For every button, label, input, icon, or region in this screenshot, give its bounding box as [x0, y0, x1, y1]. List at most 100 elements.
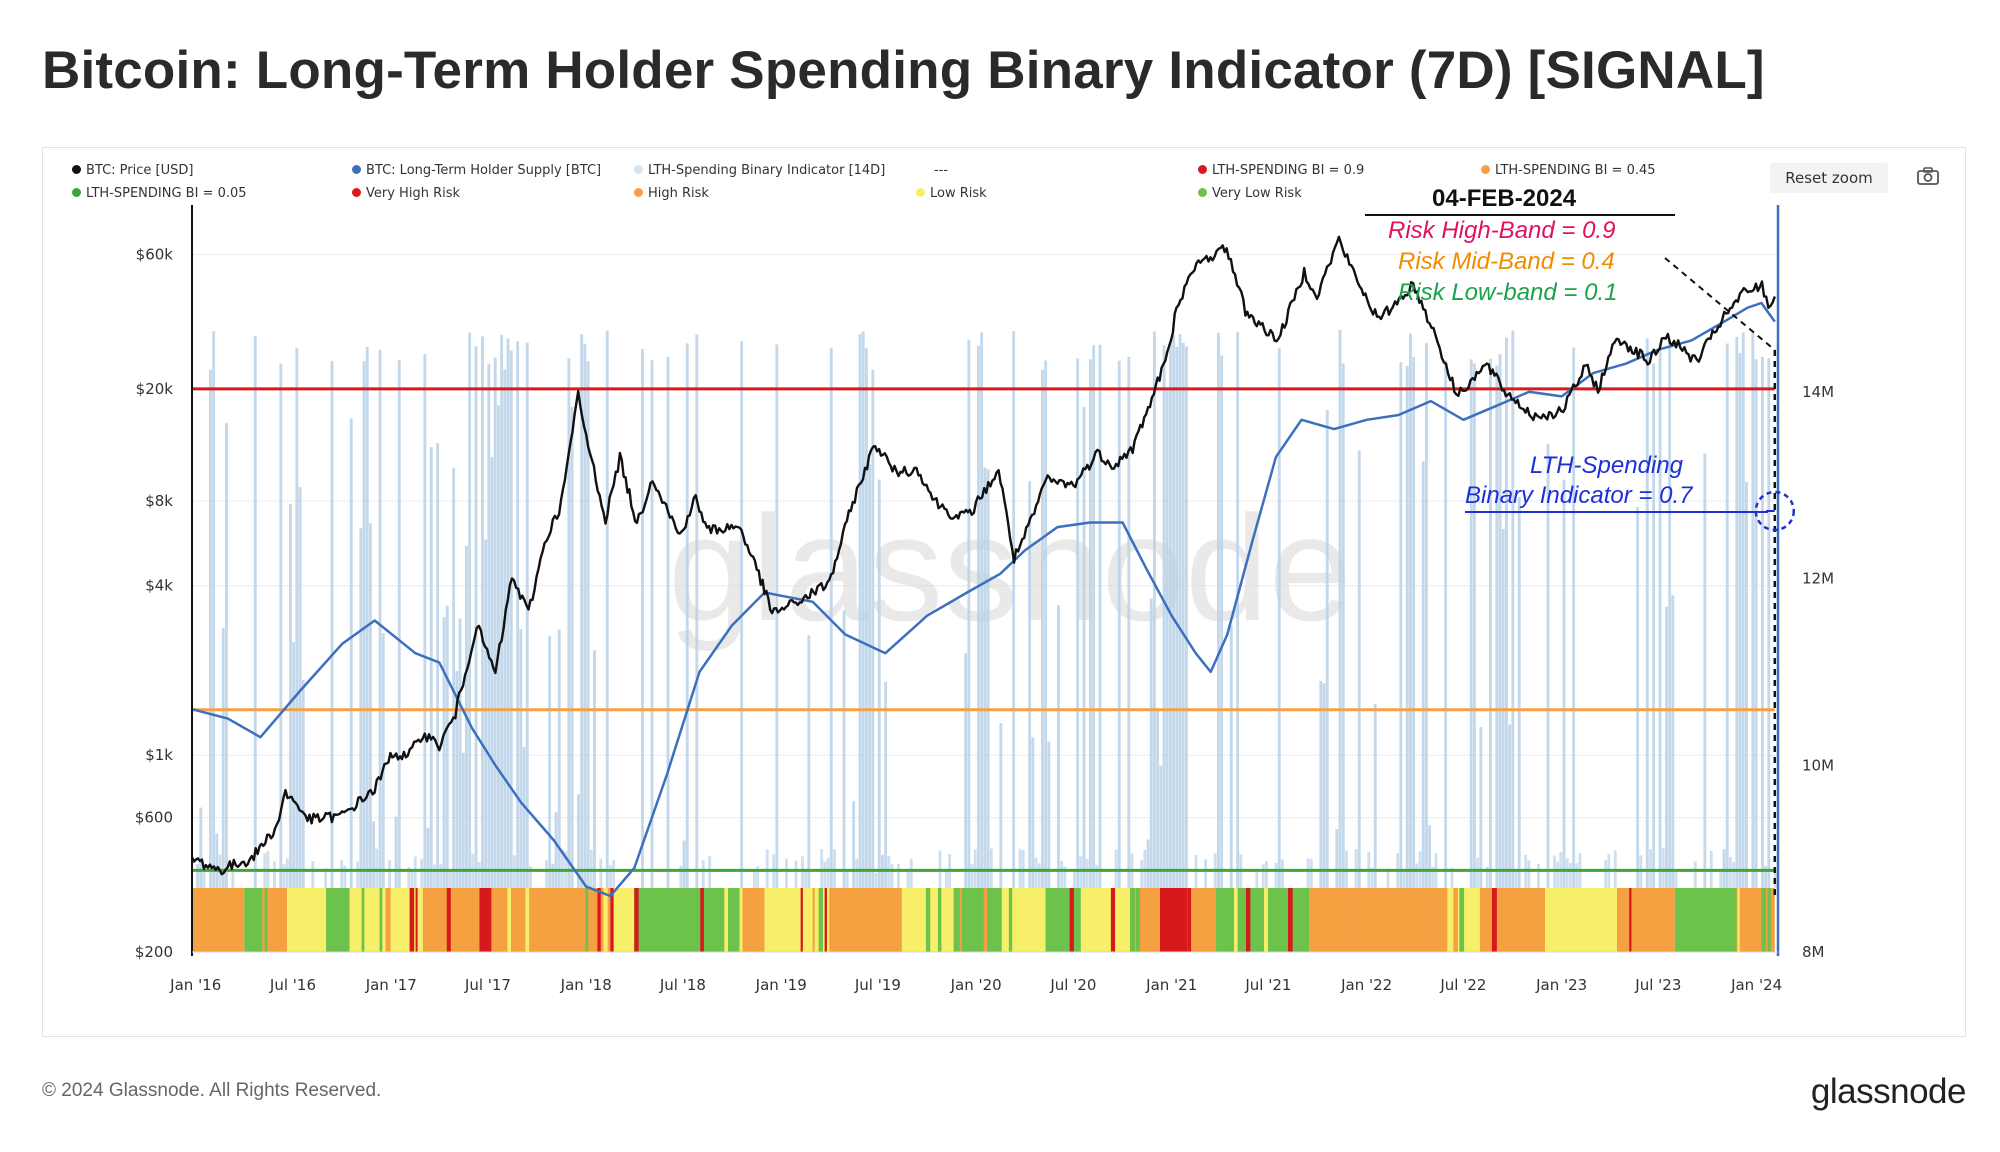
lth-bi-bar: [1114, 849, 1118, 888]
lth-bi-bar: [695, 334, 699, 888]
lth-bi-bar: [1604, 860, 1608, 888]
legend-item[interactable]: Very High Risk: [352, 186, 460, 201]
legend-label: Very Low Risk: [1212, 186, 1302, 201]
risk-stripe: [361, 888, 365, 952]
date-pointer-line: [1664, 257, 1776, 351]
lth-bi-bar: [753, 869, 756, 888]
risk-stripe: [525, 888, 530, 952]
legend-item[interactable]: LTH-SPENDING BI = 0.45: [1481, 163, 1656, 178]
risk-stripe: [1234, 888, 1238, 952]
lth-bi-bar: [887, 856, 891, 888]
legend-marker: [72, 188, 81, 197]
lth-bi-bar: [1149, 598, 1153, 888]
y-right-tick-label: 10M: [1802, 756, 1834, 774]
lth-bi-bar: [1079, 856, 1083, 888]
lth-bi-bar: [1764, 865, 1768, 888]
lth-bi-bar: [285, 858, 289, 888]
legend-item[interactable]: Low Risk: [916, 186, 987, 201]
lth-bi-bar: [557, 629, 561, 888]
lth-bi-bar: [967, 339, 971, 888]
lth-bi-bar: [756, 866, 760, 888]
lth-bi-bar: [221, 628, 225, 888]
brand-logo: glassnode: [1810, 1072, 1967, 1111]
lth-bi-bar: [977, 345, 980, 888]
lth-bi-bar: [1649, 849, 1652, 888]
lth-bi-bar: [1073, 868, 1076, 888]
x-tick-label: Jan '20: [950, 976, 1002, 994]
legend-item[interactable]: Very Low Risk: [1198, 186, 1302, 201]
lth-bi-bar: [823, 861, 827, 888]
lth-bi-bar: [1037, 863, 1041, 888]
camera-icon[interactable]: [1916, 166, 1940, 186]
lth-bi-bar: [1041, 369, 1044, 889]
legend-item[interactable]: LTH-Spending Binary Indicator [14D]: [634, 163, 885, 178]
risk-stripe: [1434, 888, 1440, 952]
lth-bi-bar: [436, 443, 440, 888]
lth-bi-bar: [445, 605, 449, 888]
copyright: © 2024 Glassnode. All Rights Reserved.: [42, 1080, 382, 1101]
chart-title: Bitcoin: Long-Term Holder Spending Binar…: [42, 41, 1765, 100]
lth-bi-bar: [1556, 861, 1560, 888]
lth-bi-bar: [1745, 481, 1748, 888]
lth-bi-bar: [1658, 347, 1662, 888]
lth-bi-bar: [1575, 863, 1579, 888]
legend-label: Very High Risk: [366, 186, 461, 201]
lth-bi-bar: [964, 653, 968, 888]
lth-bi-bar: [1732, 861, 1736, 888]
legend-marker: [352, 165, 361, 174]
lth-bi-bar: [1338, 330, 1342, 888]
lth-bi-bar: [1373, 703, 1377, 888]
lth-bi-bar: [442, 617, 446, 888]
lth-bi-bar: [1076, 358, 1080, 889]
legend-marker: [1198, 188, 1207, 197]
lth-bi-bar: [861, 331, 865, 888]
lth-bi-bar: [1018, 849, 1022, 888]
risk-stripe: [603, 888, 608, 952]
legend-item[interactable]: High Risk: [634, 186, 709, 201]
legend-item[interactable]: ---: [934, 163, 948, 178]
lth-bi-bar: [1674, 872, 1678, 888]
reset-zoom-button[interactable]: Reset zoom: [1770, 163, 1888, 193]
lth-bi-bar: [1569, 862, 1572, 888]
x-tick-label: Jul '21: [1244, 976, 1291, 994]
risk-segment: [739, 888, 765, 952]
lth-bi-bar: [1636, 507, 1640, 888]
lth-bi-bar: [388, 860, 392, 888]
risk-segment: [1216, 888, 1309, 952]
lth-bi-bar: [884, 681, 888, 888]
legend-marker: [1198, 165, 1207, 174]
legend-item[interactable]: LTH-SPENDING BI = 0.9: [1198, 163, 1364, 178]
lth-bi-bar: [1473, 363, 1476, 889]
axes: [191, 205, 1780, 956]
lth-bi-bar: [458, 618, 462, 888]
risk-stripe: [1086, 888, 1091, 952]
lth-bi-bar: [682, 840, 686, 888]
risk-segment: [1159, 888, 1188, 952]
signal-marker: [1664, 257, 1796, 896]
legend-item[interactable]: BTC: Long-Term Holder Supply [BTC]: [352, 163, 601, 178]
lth-bi-bar: [493, 357, 497, 888]
legend-item[interactable]: BTC: Price [USD]: [72, 163, 193, 178]
lth-bi-bar: [858, 334, 862, 888]
lth-bi-bar: [1751, 331, 1755, 888]
lth-bi-bar: [426, 827, 430, 888]
lth-bi-bar: [525, 342, 529, 888]
lth-bi-bar: [365, 346, 369, 889]
risk-stripe: [491, 888, 497, 952]
risk-stripe: [1477, 888, 1482, 952]
lth-bi-bar: [1546, 443, 1550, 888]
x-tick-label: Jan '17: [365, 976, 417, 994]
legend-item[interactable]: LTH-SPENDING BI = 0.05: [72, 186, 247, 201]
risk-segment: [1674, 888, 1732, 952]
lth-bi-bar: [1306, 858, 1310, 888]
y-left-tick-label: $200: [135, 943, 173, 961]
lth-bi-bar: [1409, 333, 1412, 888]
y-left-tick-label: $60k: [136, 246, 174, 264]
legend-label: BTC: Long-Term Holder Supply [BTC]: [366, 163, 602, 178]
risk-low-band-label: Risk Low-band = 0.1: [1398, 279, 1618, 306]
lth-bi-bar: [1354, 849, 1358, 888]
lth-bi-bar: [1722, 849, 1726, 888]
risk-stripe: [1755, 888, 1758, 952]
lth-bi-bar: [794, 860, 798, 888]
